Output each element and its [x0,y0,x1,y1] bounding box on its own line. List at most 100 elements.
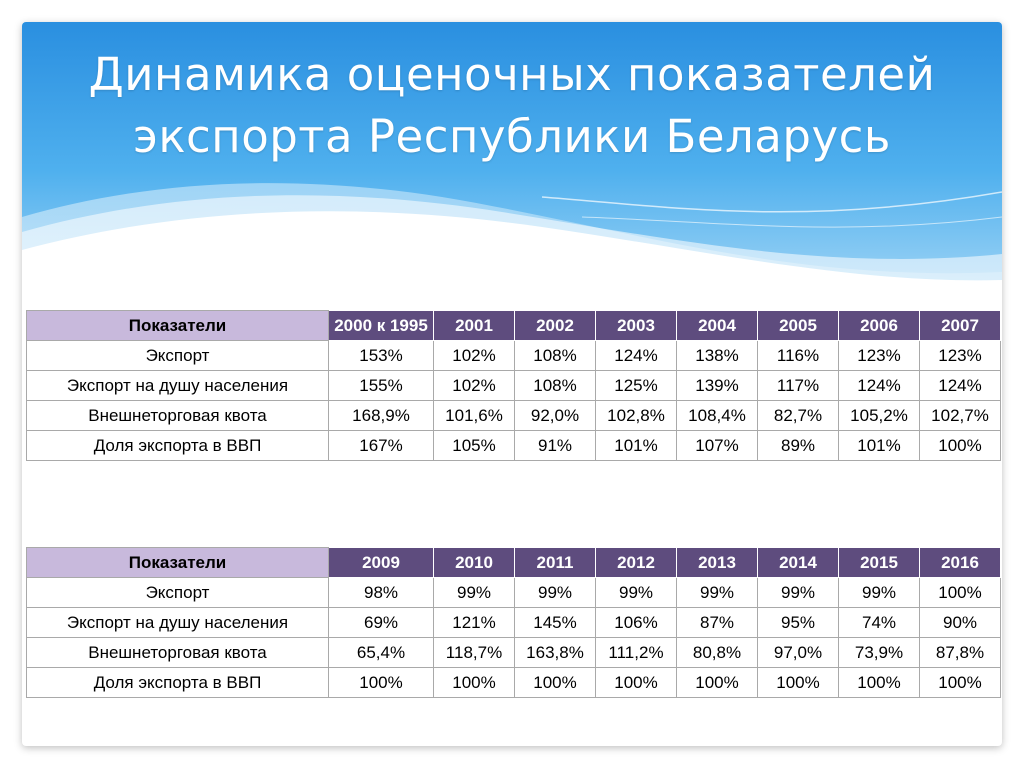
table-cell: 100% [514,667,596,698]
table-cell: 102% [433,340,515,371]
column-header: 2002 [514,310,596,341]
table-cell: 105,2% [838,400,920,431]
table-cell: 102,8% [595,400,677,431]
column-header: 2013 [676,547,758,578]
table-cell: 73,9% [838,637,920,668]
column-header: 2006 [838,310,920,341]
table-cell: 87% [676,607,758,638]
table-cell: 99% [676,577,758,608]
table-cell: 124% [919,370,1001,401]
table-cell: 92,0% [514,400,596,431]
header-wave-graphic [22,22,1002,292]
table-row: Экспорт 153% 102% 108% 124% 138% 116% 12… [26,340,1001,371]
table-cell: 74% [838,607,920,638]
table-cell: 124% [595,340,677,371]
table-cell: 69% [328,607,434,638]
table-cell: 100% [595,667,677,698]
table-cell: 123% [838,340,920,371]
table-corner-header: Показатели [26,310,329,341]
row-label: Внешнеторговая квота [26,400,329,431]
table-header-row: Показатели 2000 к 1995 2001 2002 2003 20… [26,310,1001,341]
table-cell: 101% [595,430,677,461]
table-cell: 108% [514,370,596,401]
table-cell: 101,6% [433,400,515,431]
table-cell: 100% [919,667,1001,698]
table-cell: 99% [514,577,596,608]
column-header: 2000 к 1995 [328,310,434,341]
table-cell: 121% [433,607,515,638]
row-label: Экспорт [26,577,329,608]
table-cell: 118,7% [433,637,515,668]
table-cell: 123% [919,340,1001,371]
table-cell: 102,7% [919,400,1001,431]
row-label: Экспорт на душу населения [26,607,329,638]
table-cell: 111,2% [595,637,677,668]
table-cell: 99% [433,577,515,608]
table-cell: 91% [514,430,596,461]
table-cell: 90% [919,607,1001,638]
column-header: 2009 [328,547,434,578]
row-label: Доля экспорта в ВВП [26,667,329,698]
table-cell: 101% [838,430,920,461]
table-row: Экспорт 98% 99% 99% 99% 99% 99% 99% 100% [26,577,1001,608]
table-cell: 167% [328,430,434,461]
table-cell: 139% [676,370,758,401]
column-header: 2014 [757,547,839,578]
column-header: 2016 [919,547,1001,578]
column-header: 2007 [919,310,1001,341]
table-cell: 108,4% [676,400,758,431]
table-row: Внешнеторговая квота 65,4% 118,7% 163,8%… [26,637,1001,668]
table-cell: 155% [328,370,434,401]
slide-title: Динамика оценочных показателей экспорта … [22,44,1002,168]
table-row: Экспорт на душу населения 155% 102% 108%… [26,370,1001,401]
indicators-table-2000-2007: Показатели 2000 к 1995 2001 2002 2003 20… [26,310,1001,461]
table-cell: 145% [514,607,596,638]
table-cell: 102% [433,370,515,401]
table-cell: 95% [757,607,839,638]
table-cell: 100% [676,667,758,698]
table-cell: 153% [328,340,434,371]
column-header: 2015 [838,547,920,578]
table-cell: 106% [595,607,677,638]
table-cell: 99% [595,577,677,608]
table-row: Внешнеторговая квота 168,9% 101,6% 92,0%… [26,400,1001,431]
table-cell: 100% [328,667,434,698]
row-label: Доля экспорта в ВВП [26,430,329,461]
table-cell: 80,8% [676,637,758,668]
table-cell: 100% [919,430,1001,461]
table-cell: 100% [757,667,839,698]
table-cell: 116% [757,340,839,371]
row-label: Экспорт [26,340,329,371]
table-cell: 99% [838,577,920,608]
slide-title-line-1: Динамика оценочных показателей [88,48,936,101]
table-row: Доля экспорта в ВВП 167% 105% 91% 101% 1… [26,430,1001,461]
slide-title-line-2: экспорта Республики Беларусь [133,110,891,163]
row-label: Внешнеторговая квота [26,637,329,668]
table-cell: 125% [595,370,677,401]
table-row: Доля экспорта в ВВП 100% 100% 100% 100% … [26,667,1001,698]
column-header: 2011 [514,547,596,578]
table-cell: 98% [328,577,434,608]
table-cell: 168,9% [328,400,434,431]
table-cell: 89% [757,430,839,461]
indicators-table-2009-2016: Показатели 2009 2010 2011 2012 2013 2014… [26,547,1001,698]
table-cell: 100% [433,667,515,698]
column-header: 2005 [757,310,839,341]
table-cell: 117% [757,370,839,401]
header-banner [22,22,1002,292]
column-header: 2003 [595,310,677,341]
table-cell: 107% [676,430,758,461]
table-cell: 100% [919,577,1001,608]
table-cell: 105% [433,430,515,461]
column-header: 2010 [433,547,515,578]
table-corner-header: Показатели [26,547,329,578]
table-cell: 82,7% [757,400,839,431]
table-cell: 124% [838,370,920,401]
row-label: Экспорт на душу населения [26,370,329,401]
table-cell: 97,0% [757,637,839,668]
column-header: 2004 [676,310,758,341]
table-cell: 108% [514,340,596,371]
column-header: 2001 [433,310,515,341]
table-cell: 87,8% [919,637,1001,668]
